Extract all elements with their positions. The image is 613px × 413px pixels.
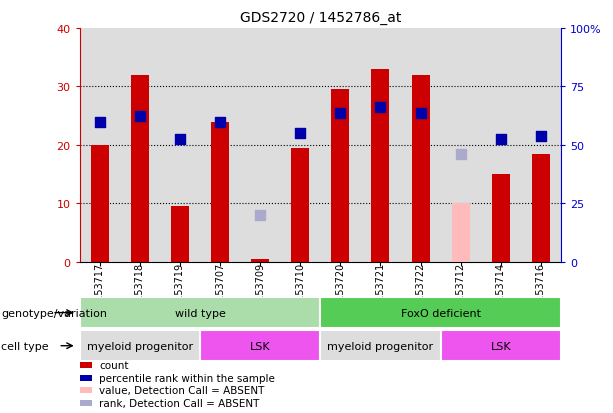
- Text: LSK: LSK: [490, 341, 511, 351]
- Text: count: count: [99, 361, 129, 370]
- Text: wild type: wild type: [175, 308, 226, 318]
- Text: myeloid progenitor: myeloid progenitor: [327, 341, 433, 351]
- Point: [135, 113, 145, 120]
- Point: [536, 133, 546, 140]
- Bar: [331, 90, 349, 262]
- Bar: [80, 29, 120, 262]
- Point: [295, 131, 305, 137]
- Bar: [80, 297, 320, 328]
- Title: GDS2720 / 1452786_at: GDS2720 / 1452786_at: [240, 11, 401, 25]
- Point: [255, 212, 265, 219]
- Text: genotype/variation: genotype/variation: [1, 308, 107, 318]
- Bar: [291, 149, 310, 262]
- Bar: [441, 29, 481, 262]
- Bar: [240, 29, 280, 262]
- Point: [376, 104, 386, 111]
- Bar: [200, 29, 240, 262]
- Bar: [492, 175, 510, 262]
- Text: GSM153712: GSM153712: [455, 262, 466, 321]
- Bar: [80, 375, 92, 381]
- Text: GSM153719: GSM153719: [175, 262, 185, 321]
- Bar: [521, 29, 561, 262]
- Text: GSM153714: GSM153714: [496, 262, 506, 321]
- Text: GSM153707: GSM153707: [215, 262, 225, 321]
- Text: rank, Detection Call = ABSENT: rank, Detection Call = ABSENT: [99, 398, 259, 408]
- Text: percentile rank within the sample: percentile rank within the sample: [99, 373, 275, 383]
- Bar: [211, 122, 229, 262]
- Bar: [171, 207, 189, 262]
- Point: [455, 151, 465, 158]
- Bar: [481, 29, 521, 262]
- Bar: [160, 29, 200, 262]
- Text: GSM153718: GSM153718: [135, 262, 145, 321]
- Point: [175, 136, 185, 143]
- Bar: [80, 330, 200, 361]
- Text: myeloid progenitor: myeloid progenitor: [87, 341, 193, 351]
- Point: [335, 110, 345, 117]
- Bar: [411, 76, 430, 262]
- Text: GSM153717: GSM153717: [95, 262, 105, 321]
- Point: [416, 110, 425, 117]
- Bar: [91, 146, 109, 262]
- Bar: [320, 297, 561, 328]
- Bar: [80, 400, 92, 406]
- Text: GSM153709: GSM153709: [255, 262, 265, 321]
- Bar: [80, 387, 92, 393]
- Text: LSK: LSK: [250, 341, 270, 351]
- Bar: [131, 76, 149, 262]
- Bar: [452, 204, 470, 262]
- Bar: [120, 29, 160, 262]
- Bar: [320, 29, 360, 262]
- Text: GSM153721: GSM153721: [375, 262, 386, 321]
- Bar: [400, 29, 441, 262]
- Bar: [200, 330, 320, 361]
- Bar: [251, 259, 269, 262]
- Bar: [280, 29, 320, 262]
- Point: [215, 119, 225, 126]
- Text: GSM153720: GSM153720: [335, 262, 345, 321]
- Text: GSM153722: GSM153722: [416, 262, 425, 321]
- Text: value, Detection Call = ABSENT: value, Detection Call = ABSENT: [99, 385, 264, 395]
- Text: GSM153716: GSM153716: [536, 262, 546, 321]
- Bar: [532, 154, 550, 262]
- Text: FoxO deficient: FoxO deficient: [400, 308, 481, 318]
- Text: cell type: cell type: [1, 341, 49, 351]
- Bar: [320, 330, 441, 361]
- Point: [496, 136, 506, 143]
- Bar: [441, 330, 561, 361]
- Text: GSM153710: GSM153710: [295, 262, 305, 321]
- Bar: [371, 70, 389, 262]
- Bar: [80, 363, 92, 368]
- Bar: [360, 29, 400, 262]
- Point: [95, 119, 105, 126]
